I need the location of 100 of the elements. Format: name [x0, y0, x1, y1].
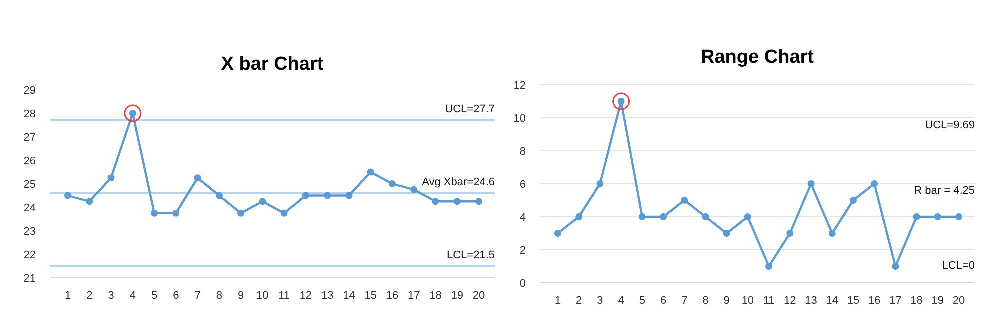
x-tick-label: 5: [151, 290, 158, 302]
x-tick-label: 19: [451, 290, 464, 302]
point: [892, 263, 900, 270]
point: [554, 230, 562, 237]
x-tick-label: 7: [682, 295, 688, 307]
y-tick-label: 10: [514, 113, 526, 125]
x-tick-label: 3: [108, 290, 114, 302]
point: [259, 198, 266, 206]
x-tick-label: 19: [932, 295, 944, 307]
y-tick-label: 2: [520, 245, 526, 257]
x-tick-label: 2: [86, 290, 93, 302]
y-tick-label: 8: [520, 146, 526, 158]
point: [786, 230, 794, 237]
point: [576, 214, 583, 220]
chart-title: Range Chart: [701, 47, 815, 68]
x-tick-label: 1: [554, 295, 562, 307]
x-tick-label: 13: [321, 290, 334, 302]
x-tick-label: 14: [343, 290, 356, 302]
x-tick-label: 13: [805, 295, 818, 307]
point: [367, 168, 374, 176]
x-tick-label: 7: [194, 290, 201, 302]
annotation: UCL=9.69: [925, 120, 975, 132]
point: [216, 192, 223, 200]
point: [280, 210, 288, 217]
y-tick-label: 12: [514, 80, 526, 92]
x-tick-label: 1: [64, 290, 72, 302]
x-tick-label: 6: [173, 290, 180, 302]
point: [828, 230, 836, 237]
point: [744, 214, 752, 220]
point: [702, 214, 710, 220]
point: [808, 180, 815, 188]
point: [151, 210, 158, 217]
point: [388, 180, 396, 188]
x-tick-label: 17: [890, 295, 902, 307]
x-tick-label: 9: [238, 290, 244, 302]
point: [638, 214, 646, 220]
point: [64, 192, 72, 200]
y-tick-label: 29: [24, 85, 36, 97]
x-tick-label: 11: [763, 295, 775, 307]
point: [681, 197, 688, 204]
x-tick-label: 3: [597, 295, 604, 307]
point: [346, 192, 353, 200]
point: [324, 192, 332, 200]
x-tick-label: 14: [826, 295, 838, 307]
x-tick-label: 11: [278, 290, 290, 302]
x-tick-label: 5: [639, 295, 646, 307]
x-tick-label: 4: [618, 295, 624, 307]
x-tick-label: 8: [702, 295, 709, 307]
x-tick-label: 15: [847, 295, 860, 307]
point: [850, 197, 857, 204]
y-tick-label: 0: [520, 278, 526, 290]
y-tick-label: 25: [24, 179, 36, 191]
x-tick-label: 12: [784, 295, 796, 307]
y-tick-label: 6: [520, 179, 526, 191]
y-tick-label: 24: [24, 202, 36, 214]
x-tick-label: 10: [742, 295, 754, 307]
x-tick-label: 18: [430, 290, 442, 302]
point: [454, 198, 461, 206]
y-tick-label: 23: [24, 226, 36, 238]
x-tick-label: 16: [868, 295, 881, 307]
annotation: R bar = 4.25: [914, 184, 975, 197]
point: [108, 174, 115, 182]
point: [432, 198, 440, 206]
x-tick-label: 6: [660, 295, 667, 307]
point: [660, 214, 668, 220]
point: [410, 186, 418, 194]
x-tick-label: 8: [216, 290, 222, 302]
x-tick-label: 20: [472, 290, 486, 302]
x-tick-label: 17: [408, 290, 420, 302]
annotation: LCL=0: [942, 260, 975, 272]
x-tick-label: 10: [256, 290, 269, 302]
y-tick-label: 4: [520, 212, 526, 224]
y-tick-label: 27: [24, 132, 36, 144]
y-tick-label: 21: [24, 273, 36, 285]
y-tick-label: 22: [24, 250, 36, 262]
x-tick-label: 9: [724, 295, 730, 307]
x-tick-label: 16: [386, 290, 399, 302]
x-tick-label: 15: [364, 290, 377, 302]
point: [172, 210, 180, 217]
point: [934, 214, 942, 220]
y-tick-label: 28: [24, 108, 36, 120]
point: [596, 180, 604, 188]
point: [86, 198, 94, 206]
point: [723, 230, 730, 237]
ref-line-label: UCL=27.7: [445, 104, 495, 116]
point: [302, 192, 310, 200]
point: [476, 198, 482, 206]
x-tick-label: 18: [910, 295, 923, 307]
ref-line-label: LCL=21.5: [446, 249, 495, 262]
x-tick-label: 20: [952, 295, 966, 307]
point: [238, 210, 245, 217]
ref-line-label: Avg Xbar=24.6: [422, 176, 495, 188]
x-tick-label: 12: [300, 290, 312, 302]
x-tick-label: 4: [130, 290, 136, 302]
point: [956, 214, 962, 220]
y-tick-label: 26: [24, 156, 36, 168]
point: [766, 263, 773, 270]
point: [871, 180, 878, 188]
point: [913, 214, 920, 220]
point: [194, 174, 202, 182]
